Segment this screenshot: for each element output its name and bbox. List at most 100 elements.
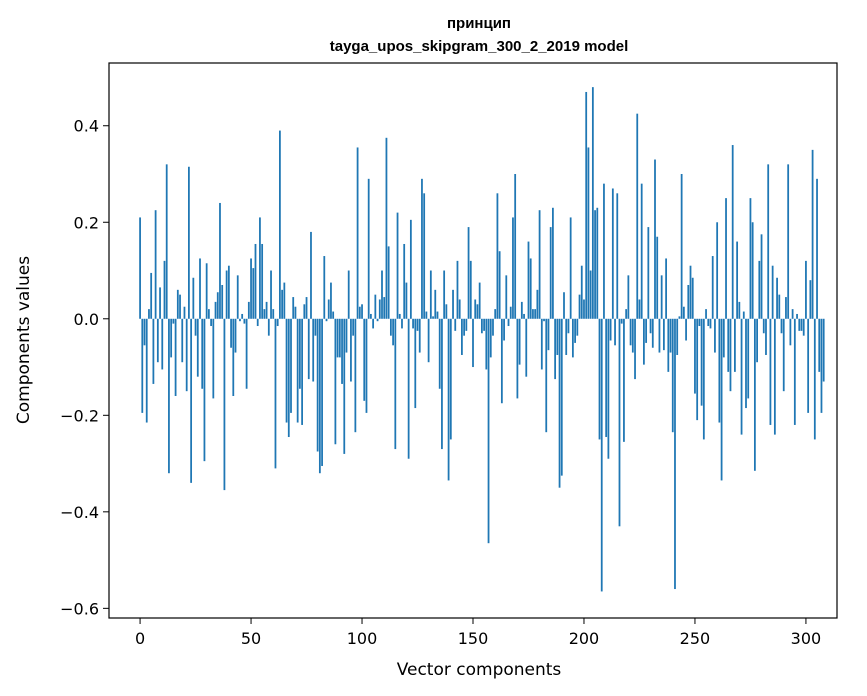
- bar: [188, 166, 190, 319]
- bar: [662, 318, 665, 351]
- bar: [631, 318, 634, 353]
- bar: [583, 299, 585, 319]
- bar: [447, 318, 450, 481]
- bar: [616, 193, 619, 319]
- bar: [620, 318, 623, 324]
- bar: [345, 318, 348, 353]
- bar: [161, 318, 164, 370]
- bar: [771, 265, 774, 319]
- bar: [216, 292, 219, 319]
- bar: [512, 217, 514, 319]
- bar: [507, 318, 510, 327]
- bar: [669, 318, 672, 353]
- bar: [709, 318, 712, 329]
- bar: [225, 270, 228, 319]
- bar: [185, 318, 188, 392]
- bar: [361, 304, 363, 319]
- bar: [334, 318, 337, 445]
- bar: [423, 193, 426, 319]
- bar: [374, 294, 377, 319]
- bar: [618, 318, 621, 527]
- y-axis-label: Components values: [14, 256, 34, 424]
- bar: [296, 318, 299, 423]
- bar: [640, 183, 643, 319]
- y-tick-label: −0.6: [60, 599, 99, 618]
- bar: [667, 318, 670, 372]
- bar: [625, 309, 628, 319]
- bar: [449, 318, 452, 440]
- bar: [498, 251, 501, 319]
- bar: [314, 318, 317, 336]
- bar: [734, 318, 736, 372]
- bar: [381, 270, 383, 319]
- bar: [425, 311, 428, 319]
- bar: [647, 227, 650, 319]
- bar: [700, 318, 703, 406]
- bar: [514, 174, 517, 319]
- bar: [199, 258, 201, 319]
- bar: [671, 318, 674, 433]
- bar: [487, 318, 490, 544]
- bar: [469, 260, 472, 319]
- bar: [283, 282, 286, 319]
- bar: [534, 309, 537, 319]
- bar: [407, 318, 410, 459]
- bar: [736, 241, 739, 319]
- bar: [596, 207, 599, 319]
- bar: [139, 217, 141, 319]
- bar: [762, 318, 765, 334]
- y-tick-label: 0.2: [74, 213, 99, 232]
- bar: [696, 318, 699, 421]
- bar: [656, 236, 659, 319]
- bar: [643, 318, 645, 365]
- bar: [243, 318, 246, 324]
- bar: [372, 318, 375, 329]
- bar: [292, 297, 295, 319]
- bar: [585, 91, 588, 319]
- bar: [378, 299, 381, 319]
- bar: [250, 258, 252, 319]
- bar: [807, 318, 810, 413]
- bar: [558, 318, 561, 488]
- bar: [272, 309, 275, 319]
- x-tick-label: 100: [347, 629, 378, 648]
- bar: [685, 318, 687, 341]
- bar: [356, 147, 359, 319]
- bar: [805, 260, 807, 319]
- bar: [230, 318, 232, 348]
- bar: [267, 318, 270, 336]
- bar: [529, 258, 532, 319]
- bar: [318, 318, 321, 474]
- bar: [265, 301, 268, 319]
- bar: [232, 318, 235, 396]
- bar: [538, 210, 541, 319]
- bar: [465, 318, 468, 331]
- bar: [170, 318, 173, 358]
- bar: [607, 318, 610, 459]
- bar: [370, 313, 372, 319]
- bar: [714, 318, 716, 353]
- bar: [489, 318, 492, 358]
- bar: [649, 318, 652, 334]
- bar: [543, 318, 545, 322]
- bar: [294, 306, 297, 319]
- chart-subtitle: tayga_upos_skipgram_300_2_2019 model: [330, 38, 629, 55]
- bar: [307, 318, 310, 380]
- bar: [214, 301, 217, 319]
- bar: [298, 318, 301, 389]
- bar: [434, 289, 437, 319]
- x-tick-label: 300: [791, 629, 822, 648]
- bar: [416, 318, 419, 331]
- bar: [156, 318, 159, 363]
- bar: [201, 318, 204, 389]
- bar: [325, 318, 328, 322]
- bar: [811, 149, 814, 319]
- bar: [813, 318, 816, 440]
- bar: [443, 270, 446, 319]
- bar: [523, 313, 525, 319]
- bar: [467, 227, 470, 319]
- x-tick-label: 0: [135, 629, 145, 648]
- bar: [820, 318, 823, 413]
- bar: [680, 174, 683, 319]
- bar: [343, 318, 346, 454]
